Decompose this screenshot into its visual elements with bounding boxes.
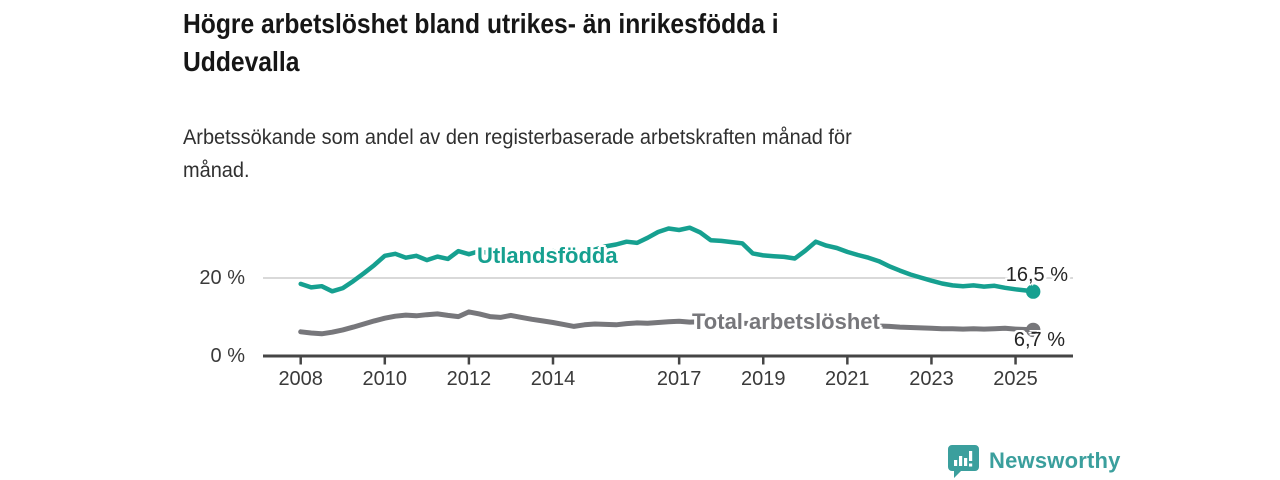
y-tick-label-20: 20 % — [199, 267, 245, 289]
x-tick-label-2010: 2010 — [362, 368, 408, 390]
newsworthy-bubble-barchart-icon — [948, 445, 979, 478]
chart-title: Högre arbetslöshet bland utrikes- än inr… — [183, 5, 779, 81]
chart-subtitle-line-2: månad. — [183, 159, 250, 182]
chart-title-line-1: Högre arbetslöshet bland utrikes- än inr… — [183, 8, 779, 39]
y-tick-label-0: 0 % — [210, 345, 245, 367]
x-tick-label-2012: 2012 — [446, 368, 492, 390]
x-tick-label-2014: 2014 — [530, 368, 576, 390]
chart-subtitle: Arbetssökande som andel av den registerb… — [183, 121, 852, 187]
line-total — [298, 309, 1036, 337]
end-value-label-utlandsfodda: 16,5 % — [1005, 264, 1068, 286]
x-tick-label-2021: 2021 — [825, 368, 870, 390]
chart-title-line-2: Uddevalla — [183, 46, 300, 77]
series-label-total-arbetsloshet: Total arbetslöshet — [692, 309, 880, 334]
newsworthy-brand-text: Newsworthy — [989, 448, 1121, 473]
newsworthy-logo[interactable]: Newsworthy — [947, 444, 1121, 478]
end-dot — [1026, 284, 1041, 299]
end-dot — [1026, 322, 1041, 338]
line-utlandsfodda — [298, 225, 1036, 294]
series-label-utlandsfodda: Utlandsfödda — [477, 243, 618, 268]
x-tick-label-2008: 2008 — [278, 368, 323, 390]
end-value-label-total: 6,7 % — [1013, 329, 1065, 351]
x-tick-label-2019: 2019 — [741, 368, 786, 390]
x-tick-label-2017: 2017 — [656, 368, 702, 390]
chart-subtitle-line-1: Arbetssökande som andel av den registerb… — [183, 126, 852, 149]
x-tick-label-2023: 2023 — [909, 368, 954, 390]
x-tick-label-2025: 2025 — [993, 368, 1038, 390]
